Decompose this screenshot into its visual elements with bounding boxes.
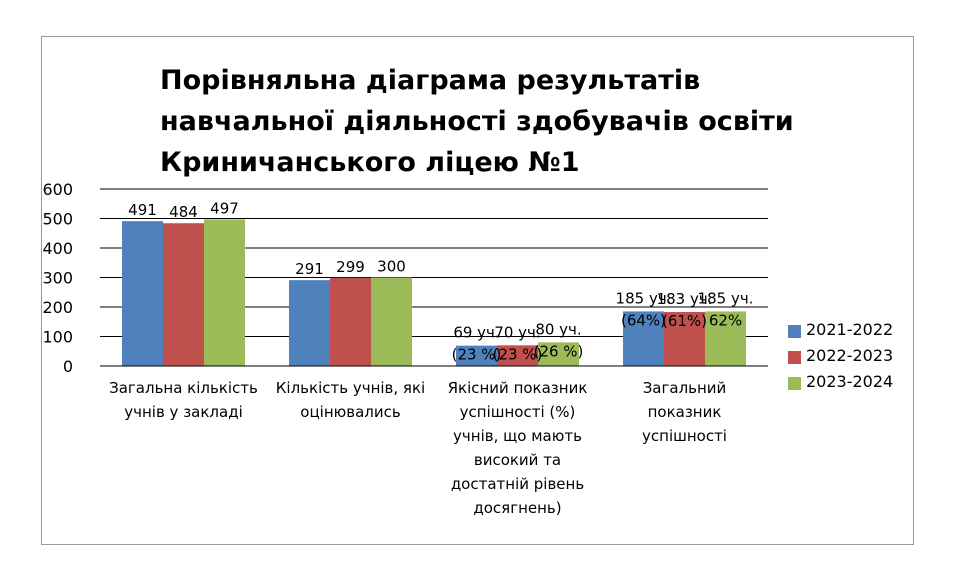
x-category-label-4: Загальний показник успішності xyxy=(642,379,727,445)
data-label-2022-2023-cat1: 484 xyxy=(169,203,198,221)
data-label-2022-2023-cat3: 70 уч. (23 %) xyxy=(493,323,543,363)
data-label-2021-2022-cat1: 491 xyxy=(128,201,157,219)
y-tick-label-300: 300 xyxy=(42,269,73,288)
y-tick-label-600: 600 xyxy=(42,180,73,199)
data-label-2023-2024-cat2: 300 xyxy=(377,258,406,276)
data-label-2023-2024-cat1: 497 xyxy=(210,199,239,217)
chart-title-line-2: навчальної діяльності здобувачів освіти xyxy=(160,106,794,137)
bar-2023-2024-cat1 xyxy=(204,219,245,366)
bar-2022-2023-cat3 xyxy=(497,345,538,366)
y-tick-label-200: 200 xyxy=(42,298,73,317)
bar-2023-2024-cat3 xyxy=(538,342,579,366)
data-label-2021-2022-cat3: 69 уч. (23 %) xyxy=(452,324,502,364)
data-label-2021-2022-cat4: 185 уч. (64%) xyxy=(616,289,672,329)
data-label-2022-2023-cat2: 299 xyxy=(336,258,365,276)
bar-2022-2023-cat4 xyxy=(664,312,705,366)
chart-title-line-1: Порівняльна діаграма результатів xyxy=(160,65,701,96)
y-tick-label-0: 0 xyxy=(63,357,73,376)
bar-2021-2022-cat2 xyxy=(289,280,330,366)
x-category-label-2: Кількість учнів, які оцінювались xyxy=(276,379,425,421)
x-category-label-3: Якісний показник успішності (%) учнів, що … xyxy=(448,379,588,517)
bar-2022-2023-cat1 xyxy=(163,223,204,366)
y-tick-label-500: 500 xyxy=(42,210,73,229)
legend-label-2023-2024: 2023-2024 xyxy=(806,372,894,391)
bar-2023-2024-cat4 xyxy=(705,311,746,366)
legend-label-2022-2023: 2022-2023 xyxy=(806,346,894,365)
chart-title-line-3: Криничанського ліцею №1 xyxy=(160,147,580,178)
chart-title: Порівняльна діаграма результатів навчаль… xyxy=(160,60,840,183)
y-tick-label-400: 400 xyxy=(42,239,73,258)
x-category-label-1: Загальна кількість учнів у закладі xyxy=(109,379,258,421)
legend-swatch-2021-2022 xyxy=(788,325,801,338)
bar-2021-2022-cat3 xyxy=(456,345,497,366)
legend-swatch-2022-2023 xyxy=(788,351,801,364)
y-tick-label-100: 100 xyxy=(42,328,73,347)
data-label-2023-2024-cat4: 185 уч. 62% xyxy=(698,289,754,329)
legend-label-2021-2022: 2021-2022 xyxy=(806,320,894,339)
bar-2021-2022-cat1 xyxy=(122,221,163,366)
bar-2022-2023-cat2 xyxy=(330,277,371,366)
data-label-2022-2023-cat4: 183 уч. (61%) xyxy=(657,290,713,330)
legend-swatch-2023-2024 xyxy=(788,377,801,390)
data-label-2021-2022-cat2: 291 xyxy=(295,260,324,278)
data-label-2023-2024-cat3: 80 уч. (26 %) xyxy=(534,320,584,360)
bar-2023-2024-cat2 xyxy=(371,277,412,366)
bar-2021-2022-cat4 xyxy=(623,311,664,366)
